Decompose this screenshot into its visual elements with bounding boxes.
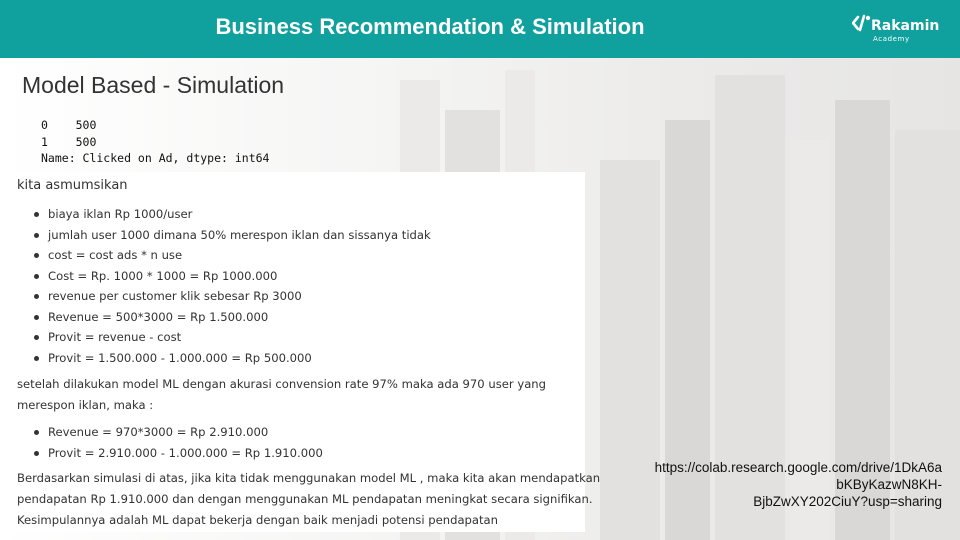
list-item: Provit = 2.910.000 - 1.000.000 = Rp 1.91… bbox=[32, 443, 323, 464]
code-output-line: 1 500 bbox=[41, 134, 97, 149]
ml-intro-line: merespon iklan, maka : bbox=[17, 398, 154, 412]
header-title: Business Recommendation & Simulation bbox=[215, 14, 645, 39]
list-item: Revenue = 500*3000 = Rp 1.500.000 bbox=[32, 307, 431, 328]
logo-name: Rakamin bbox=[871, 18, 940, 34]
list-item: Provit = 1.500.000 - 1.000.000 = Rp 500.… bbox=[32, 348, 431, 369]
assumptions-heading: kita asmumsikan bbox=[17, 178, 128, 193]
colab-link-line[interactable]: https://colab.research.google.com/drive/… bbox=[654, 460, 942, 475]
conclusion-line: pendapatan Rp 1.910.000 dan dengan mengg… bbox=[17, 492, 593, 506]
ml-results-list: Revenue = 970*3000 = Rp 2.910.000 Provit… bbox=[32, 422, 323, 463]
list-item: revenue per customer klik sebesar Rp 300… bbox=[32, 286, 431, 307]
list-item: Revenue = 970*3000 = Rp 2.910.000 bbox=[32, 422, 323, 443]
colab-link[interactable]: https://colab.research.google.com/drive/… bbox=[612, 459, 942, 510]
colab-link-line[interactable]: bKByKazwN8KH- bbox=[836, 477, 942, 492]
slide-title: Model Based - Simulation bbox=[22, 72, 285, 98]
list-item: biaya iklan Rp 1000/user bbox=[32, 204, 431, 225]
assumptions-list: biaya iklan Rp 1000/user jumlah user 100… bbox=[32, 204, 431, 368]
rakamin-logo-icon bbox=[852, 14, 871, 32]
header-bar: Business Recommendation & Simulation Rak… bbox=[0, 0, 960, 58]
rakamin-logo: Rakamin Academy bbox=[852, 13, 952, 47]
logo-subtitle: Academy bbox=[873, 35, 910, 43]
ml-intro-line: setelah dilakukan model ML dengan akuras… bbox=[17, 377, 547, 391]
code-output: 0 500 1 500 Name: Clicked on Ad, dtype: in… bbox=[41, 117, 269, 167]
list-item: Cost = Rp. 1000 * 1000 = Rp 1000.000 bbox=[32, 266, 431, 287]
list-item: cost = cost ads * n use bbox=[32, 245, 431, 266]
list-item: Provit = revenue - cost bbox=[32, 327, 431, 348]
background-cityscape bbox=[0, 58, 960, 540]
colab-link-line[interactable]: BjbZwXY202CiuY?usp=sharing bbox=[753, 494, 942, 509]
code-output-line: 0 500 bbox=[41, 118, 97, 132]
conclusion-line: Kesimpulannya adalah ML dapat bekerja de… bbox=[17, 513, 499, 527]
notebook-text-panel: kita asmumsikan biaya iklan Rp 1000/user… bbox=[10, 172, 600, 532]
code-output-line: Name: Clicked on Ad, dtype: int64 bbox=[41, 151, 270, 165]
list-item: jumlah user 1000 dimana 50% merespon ikl… bbox=[32, 225, 431, 246]
conclusion-line: Berdasarkan simulasi di atas, jika kita … bbox=[17, 471, 601, 485]
